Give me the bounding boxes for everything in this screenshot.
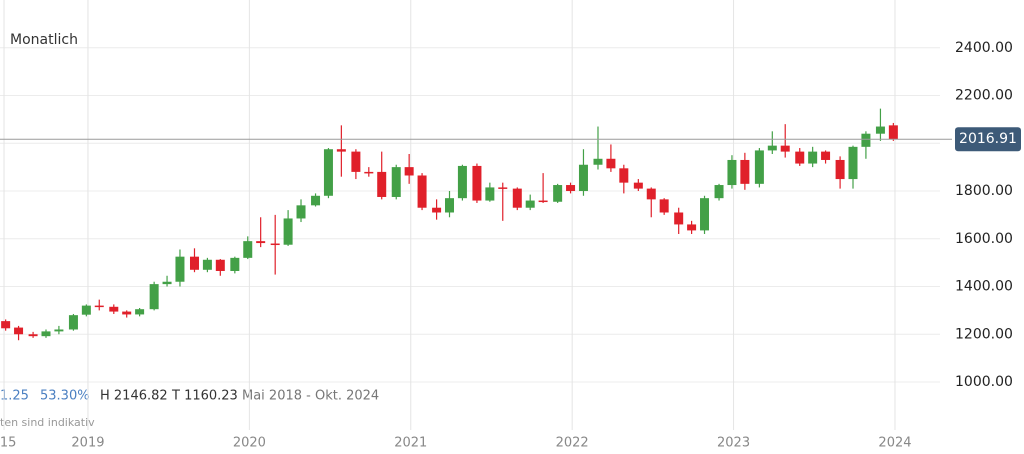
candle-body [122, 311, 132, 315]
candle-body [674, 212, 684, 225]
candle-body [149, 284, 159, 310]
candle-body [162, 281, 172, 285]
candle-body [296, 205, 306, 219]
chart-title: Monatlich [10, 32, 78, 48]
candle-body [888, 125, 898, 140]
candle-body [202, 259, 212, 270]
stat-low: T 1160.23 [171, 389, 238, 404]
candle-body [593, 158, 603, 165]
x-tick-label: 015 [0, 436, 16, 451]
candle-body [323, 149, 333, 196]
y-tick-label: 2400.00 [955, 40, 1013, 56]
candle-body [14, 327, 24, 335]
candle-body [780, 145, 790, 152]
candle-body [432, 207, 442, 213]
candle-body [256, 241, 266, 244]
candle-body [377, 171, 387, 197]
candle-body [767, 145, 777, 151]
candle-body [606, 158, 616, 169]
candle-body [391, 167, 401, 197]
candle-body [714, 185, 724, 199]
candle-body [740, 159, 750, 184]
candle-body [687, 224, 697, 231]
candle-body [417, 175, 427, 208]
candle-body [848, 146, 858, 180]
candle-body [646, 188, 656, 200]
candle-body [135, 309, 145, 315]
y-tick-label: 1800.00 [955, 183, 1013, 199]
candle-body [445, 198, 455, 213]
candle-body [512, 188, 522, 208]
candle-body [41, 331, 51, 337]
y-tick-label: 1400.00 [955, 279, 1013, 295]
candle-body [795, 151, 805, 164]
candle-body [270, 243, 280, 246]
candle-body [619, 168, 629, 183]
candle-body [457, 165, 467, 199]
candle-body [243, 241, 253, 258]
candle-body [175, 256, 185, 282]
candle-body [498, 187, 508, 189]
stat-percent: 53.30% [40, 389, 90, 404]
candle-body [81, 305, 91, 315]
candle-body [283, 218, 293, 245]
footnote: ten sind indikativ [0, 416, 95, 429]
candle-body [566, 185, 576, 192]
y-tick-label: 1200.00 [955, 326, 1013, 342]
stat-range: Mai 2018 - Okt. 2024 [242, 389, 379, 404]
stat-high: H 2146.82 [100, 389, 168, 404]
candle-body [215, 259, 225, 271]
x-tick-label: 2023 [717, 436, 750, 451]
candle-body [336, 149, 346, 152]
candle-body [875, 126, 885, 134]
x-tick-label: 2024 [878, 436, 911, 451]
candle-body [485, 187, 495, 201]
candle-body [364, 171, 374, 174]
y-tick-label: 1000.00 [955, 374, 1013, 390]
candle-body [578, 164, 588, 192]
candle-body [525, 200, 535, 208]
candle-body [821, 151, 831, 160]
current-price-box [955, 127, 1021, 152]
current-price-label: 2016.91 [959, 131, 1017, 147]
candle-body [472, 165, 482, 201]
candle-body [861, 133, 871, 147]
candle-body [351, 151, 361, 172]
candle-body [404, 167, 414, 176]
candle-body [659, 199, 669, 213]
candle-body [68, 315, 78, 330]
candle-body [553, 185, 563, 202]
x-tick-label: 2019 [71, 436, 104, 451]
candle-body [189, 256, 199, 270]
y-tick-label: 1600.00 [955, 231, 1013, 247]
candle-body [835, 159, 845, 180]
candle-body [94, 305, 104, 308]
candle-body [230, 257, 240, 271]
candle-body [311, 195, 321, 206]
candle-body [54, 329, 64, 332]
candle-body [808, 151, 818, 164]
candle-body [633, 182, 643, 189]
candle-body [538, 200, 548, 203]
candle-body [109, 306, 119, 312]
candle-body [28, 334, 38, 337]
candle-body [754, 150, 764, 184]
candle-body [700, 198, 710, 231]
y-tick-label: 2200.00 [955, 88, 1013, 104]
stat-change: 1.25 [0, 389, 29, 404]
candle-body [727, 159, 737, 186]
candle-body [1, 321, 11, 329]
x-tick-label: 2021 [394, 436, 427, 451]
x-tick-label: 2020 [233, 436, 266, 451]
x-tick-label: 2022 [556, 436, 589, 451]
